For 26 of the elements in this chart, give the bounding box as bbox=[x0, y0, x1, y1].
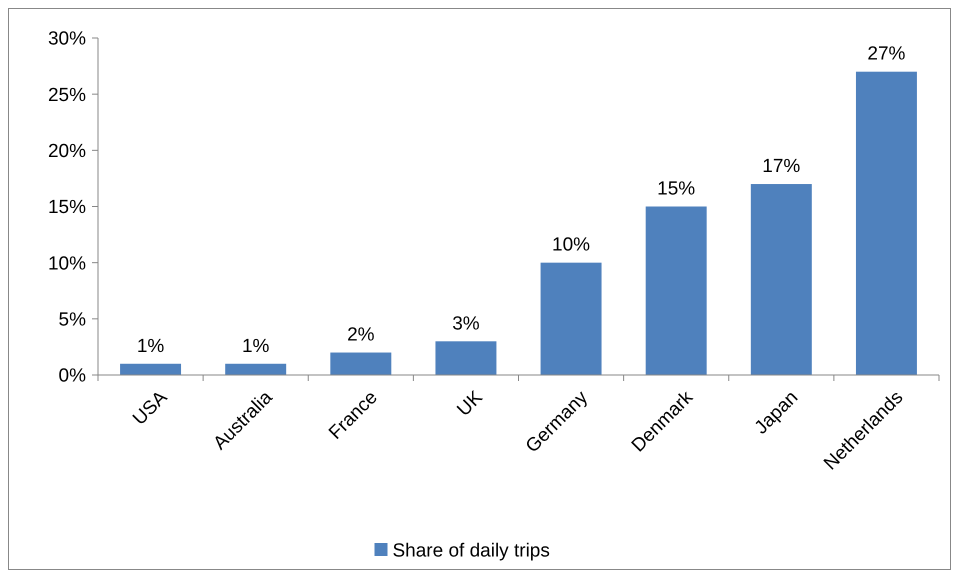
bar bbox=[646, 206, 707, 375]
y-tick-label: 0% bbox=[58, 366, 86, 387]
data-label: 2% bbox=[347, 324, 375, 346]
bar bbox=[540, 262, 602, 375]
bar bbox=[435, 341, 496, 375]
y-tick-label: 25% bbox=[48, 84, 86, 106]
bar bbox=[225, 364, 286, 375]
bar bbox=[750, 184, 812, 375]
bar bbox=[330, 352, 392, 375]
x-tick-label: USA bbox=[129, 386, 172, 430]
y-tick-label: 15% bbox=[48, 197, 86, 218]
x-tick-label: UK bbox=[453, 386, 488, 421]
data-label: 1% bbox=[136, 336, 164, 357]
y-tick-label: 10% bbox=[48, 253, 86, 274]
legend-label: Share of daily trips bbox=[392, 540, 550, 562]
data-label: 15% bbox=[657, 178, 696, 200]
data-label: 10% bbox=[552, 234, 590, 256]
bar bbox=[120, 364, 182, 375]
y-tick-label: 30% bbox=[48, 28, 86, 50]
data-label: 17% bbox=[762, 156, 800, 178]
data-label: 3% bbox=[452, 313, 480, 334]
data-label: 27% bbox=[867, 44, 906, 65]
y-tick-label: 20% bbox=[48, 140, 86, 162]
bar bbox=[856, 72, 917, 375]
y-tick-label: 5% bbox=[58, 309, 86, 330]
data-label: 1% bbox=[242, 336, 270, 357]
